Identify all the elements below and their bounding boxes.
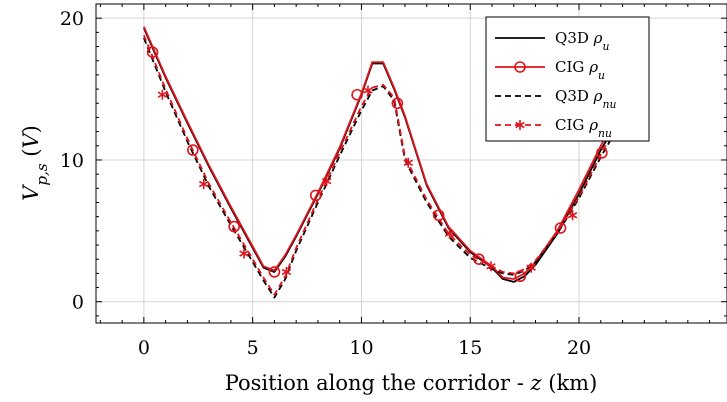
data-point-cig-rho-u xyxy=(596,147,608,159)
asterisk-stroke xyxy=(321,178,332,185)
data-point-cig-rho-u xyxy=(432,209,445,222)
data-point-cig-rho-nu xyxy=(526,262,536,273)
data-point-cig-rho-u xyxy=(187,144,199,156)
data-point-cig-rho-u xyxy=(268,266,281,278)
x-tick-label: 10 xyxy=(349,337,373,359)
series-line-q3d-rho-nu xyxy=(143,37,624,299)
data-point-cig-rho-nu xyxy=(403,157,413,168)
legend-marker-cig-rho-u xyxy=(514,61,526,73)
asterisk-stroke xyxy=(486,263,496,270)
data-point-cig-rho-nu xyxy=(239,248,249,259)
asterisk-stroke xyxy=(198,180,209,188)
data-point-cig-rho-u xyxy=(554,222,567,234)
x-axis-label: Position along the corridor - z (km) xyxy=(225,371,598,395)
asterisk-stroke xyxy=(157,91,168,98)
data-point-cig-rho-u xyxy=(146,46,159,59)
data-point-cig-rho-nu xyxy=(486,261,496,272)
legend-marker-cig-rho-nu xyxy=(515,120,525,130)
legend: Q3D ρu CIG ρu Q3D ρnu CIG ρnu xyxy=(485,16,650,142)
plot-frame xyxy=(95,3,727,324)
legend-label-cig-rho-u: CIG ρu xyxy=(555,58,605,82)
axis-ticks: 0 5 10 15 20 0 10 20 xyxy=(60,3,727,359)
x-tick-label: 20 xyxy=(567,337,591,359)
data-point-cig-rho-u xyxy=(514,270,527,283)
y-tick-label: 10 xyxy=(60,150,84,172)
data-point-cig-rho-u xyxy=(351,88,363,101)
asterisk-stroke xyxy=(444,230,455,237)
x-tick-label: 0 xyxy=(138,337,150,359)
legend-label-q3d-rho-u: Q3D ρu xyxy=(555,29,610,53)
data-point-cig-rho-nu xyxy=(567,210,578,221)
x-tick-label: 5 xyxy=(247,337,259,359)
x-tick-label: 15 xyxy=(458,337,482,359)
y-axis-label: Vp,s (V) xyxy=(19,125,51,201)
data-point-cig-rho-u xyxy=(391,97,404,110)
data-point-cig-rho-nu xyxy=(157,89,168,100)
data-point-cig-rho-nu xyxy=(444,228,455,239)
legend-label-cig-rho-nu: CIG ρnu xyxy=(555,116,612,140)
data-point-cig-rho-nu xyxy=(198,179,209,190)
asterisk-stroke xyxy=(526,264,536,271)
data-point-cig-rho-u xyxy=(473,253,485,266)
asterisk-stroke xyxy=(515,121,525,129)
data-point-cig-rho-u xyxy=(309,189,322,202)
asterisk-stroke xyxy=(363,87,373,94)
data-point-cig-rho-u xyxy=(228,220,240,233)
data-point-cig-rho-nu xyxy=(321,176,332,187)
asterisk-stroke xyxy=(403,159,413,166)
y-tick-label: 20 xyxy=(60,8,84,30)
marker-group xyxy=(146,46,618,283)
asterisk-stroke xyxy=(567,212,578,219)
data-point-cig-rho-nu xyxy=(363,85,373,96)
y-tick-label: 0 xyxy=(72,292,84,314)
legend-label-q3d-rho-nu: Q3D ρnu xyxy=(555,87,616,111)
data-point-cig-rho-nu xyxy=(281,266,292,277)
asterisk-stroke xyxy=(281,268,292,276)
asterisk-stroke xyxy=(239,250,249,257)
